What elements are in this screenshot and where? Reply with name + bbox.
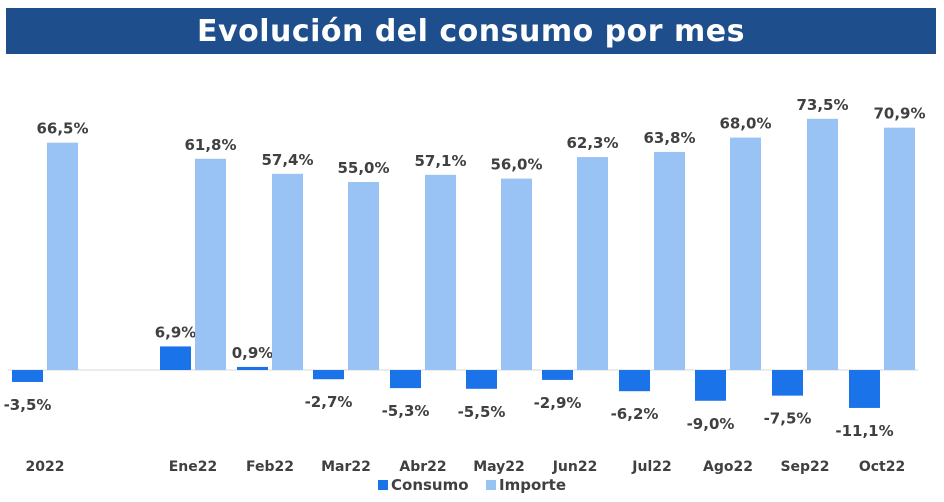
- bar-consumo-jun22: [542, 370, 573, 380]
- bar-importe-ene22: [195, 158, 226, 370]
- bar-importe-2022: [47, 142, 78, 370]
- x-tick-label-ene22: Ene22: [169, 459, 218, 475]
- data-label-importe-may22: 56,0%: [490, 156, 542, 174]
- x-tick-label-jun22: Jun22: [552, 459, 598, 475]
- bar-importe-sep22: [807, 118, 838, 370]
- bar-consumo-jul22: [619, 370, 650, 392]
- data-label-consumo-jun22: -2,9%: [534, 394, 582, 412]
- data-label-consumo-ago22: -9,0%: [687, 415, 735, 433]
- data-label-importe-2022: 66,5%: [36, 120, 88, 138]
- data-label-consumo-may22: -5,5%: [458, 403, 506, 421]
- bar-importe-mar22: [348, 182, 379, 370]
- bar-consumo-sep22: [772, 370, 803, 396]
- bar-consumo-feb22: [237, 366, 268, 370]
- x-tick-label-mar22: Mar22: [321, 459, 371, 475]
- data-label-importe-feb22: 57,4%: [261, 151, 313, 169]
- bar-consumo-2022: [12, 370, 43, 382]
- bar-consumo-may22: [466, 370, 497, 389]
- data-label-importe-mar22: 55,0%: [337, 159, 389, 177]
- bar-importe-may22: [501, 178, 532, 370]
- data-label-consumo-2022: -3,5%: [4, 396, 52, 414]
- data-label-importe-jun22: 62,3%: [566, 134, 618, 152]
- bar-importe-abr22: [425, 174, 456, 370]
- data-label-importe-ene22: 61,8%: [184, 136, 236, 154]
- bar-importe-oct22: [884, 127, 915, 370]
- x-tick-label-sep22: Sep22: [780, 459, 829, 475]
- data-label-consumo-feb22: 0,9%: [232, 344, 274, 362]
- data-label-consumo-abr22: -5,3%: [382, 402, 430, 420]
- x-tick-label-jul22: Jul22: [631, 459, 671, 475]
- data-label-importe-jul22: 63,8%: [643, 129, 695, 147]
- data-label-consumo-oct22: -11,1%: [835, 422, 893, 440]
- legend-label-importe: Importe: [499, 476, 566, 494]
- x-tick-label-abr22: Abr22: [399, 459, 446, 475]
- legend-label-consumo: Consumo: [391, 476, 469, 494]
- data-label-consumo-mar22: -2,7%: [305, 393, 353, 411]
- legend-swatch-importe: [486, 480, 496, 490]
- data-label-consumo-jul22: -6,2%: [611, 405, 659, 423]
- bar-consumo-abr22: [390, 370, 421, 389]
- bar-consumo-mar22: [313, 370, 344, 380]
- legend-swatch-consumo: [378, 480, 388, 490]
- x-tick-label-may22: May22: [473, 459, 525, 475]
- data-label-importe-abr22: 57,1%: [414, 152, 466, 170]
- data-label-consumo-ene22: 6,9%: [155, 323, 197, 341]
- chart-title-bar: Evolución del consumo por mes: [6, 8, 936, 54]
- x-tick-label-ago22: Ago22: [703, 459, 753, 475]
- bar-consumo-ago22: [695, 370, 726, 401]
- data-label-consumo-sep22: -7,5%: [764, 410, 812, 428]
- data-label-importe-oct22: 70,9%: [873, 105, 925, 123]
- x-tick-label-2022: 2022: [26, 459, 65, 475]
- data-label-importe-sep22: 73,5%: [796, 96, 848, 114]
- bar-importe-ago22: [730, 137, 761, 370]
- data-label-importe-ago22: 68,0%: [719, 115, 771, 133]
- bar-importe-jul22: [654, 151, 685, 370]
- bar-consumo-oct22: [849, 370, 880, 408]
- x-tick-label-oct22: Oct22: [859, 459, 905, 475]
- bar-importe-feb22: [272, 173, 303, 370]
- x-tick-label-feb22: Feb22: [246, 459, 294, 475]
- bar-importe-jun22: [577, 157, 608, 370]
- bar-consumo-ene22: [160, 346, 191, 370]
- chart-title: Evolución del consumo por mes: [197, 13, 745, 49]
